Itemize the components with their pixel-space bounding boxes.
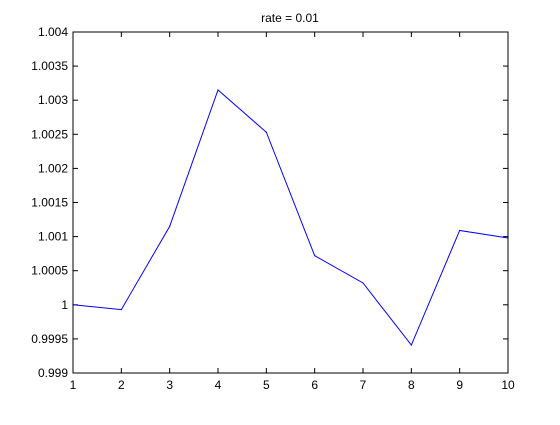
x-tick-label: 4 (215, 378, 222, 392)
y-tick-label: 1.0035 (31, 59, 68, 73)
data-point (362, 282, 364, 284)
x-tick-label: 8 (408, 378, 415, 392)
y-tick-label: 1.002 (38, 161, 68, 175)
y-tick-label: 1 (61, 298, 68, 312)
y-tick-label: 1.001 (38, 230, 68, 244)
x-tick-label: 10 (501, 378, 515, 392)
data-point (314, 255, 316, 257)
data-point (265, 131, 267, 133)
y-tick-label: 1.0025 (31, 127, 68, 141)
series-line (72, 89, 509, 347)
x-tick-label: 9 (456, 378, 463, 392)
series-layer (72, 89, 509, 347)
data-point (217, 89, 219, 91)
data-point (459, 229, 461, 232)
x-tick-label: 7 (360, 378, 367, 392)
ticks-layer: 1 2 3 4 5 6 7 8 9 10 0.999 0.9995 1 1.0005 1.001 1.0015… (31, 25, 515, 392)
y-tick-label: 0.999 (38, 366, 68, 380)
data-point (120, 308, 122, 311)
chart-title: rate = 0.01 (261, 11, 319, 25)
y-tick-label: 1.0015 (31, 196, 68, 210)
x-tick-label: 6 (311, 378, 318, 392)
y-tick-label: 1.004 (38, 25, 68, 39)
x-tick-label: 5 (263, 378, 270, 392)
y-tick-label: 0.9995 (31, 332, 68, 346)
x-tick-label: 2 (118, 378, 125, 392)
y-tick-label: 1.0005 (31, 264, 68, 278)
x-tick-label: 1 (70, 378, 77, 392)
data-point (410, 344, 412, 346)
x-tick-label: 3 (166, 378, 173, 392)
plot-area-frame (72, 31, 509, 374)
y-tick-label: 1.003 (38, 93, 68, 107)
data-point (169, 225, 171, 227)
